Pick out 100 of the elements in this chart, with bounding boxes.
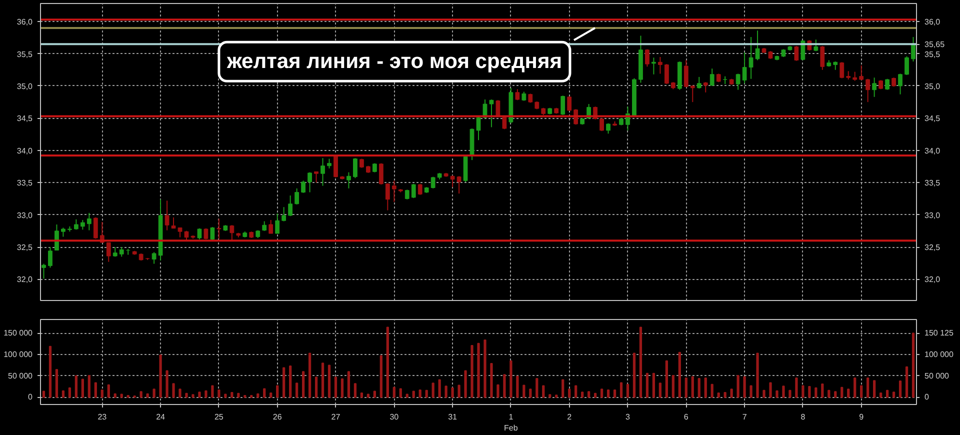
candlestick — [86, 212, 92, 231]
y-tick-label: 34,0 — [16, 146, 34, 156]
candlestick — [392, 180, 396, 202]
candlestick — [268, 219, 274, 234]
candlestick — [463, 156, 468, 182]
candlestick — [690, 84, 695, 103]
candlestick — [411, 183, 416, 199]
candlestick — [327, 158, 332, 169]
annotation: желтая линия - это моя средняя — [226, 50, 562, 74]
candlestick — [904, 56, 909, 76]
candlestick — [664, 64, 669, 85]
y-tick-label: 33,0 — [16, 210, 34, 220]
candlestick — [353, 158, 358, 179]
candlestick — [275, 213, 280, 234]
y-tick-label: 32,0 — [16, 275, 34, 284]
candlestick — [61, 227, 66, 238]
candlestick — [736, 73, 740, 90]
candlestick — [288, 194, 293, 217]
y2-tick-label: 35,65 — [924, 40, 946, 50]
y-tick-label: 0 — [28, 392, 34, 402]
candlestick — [755, 30, 760, 61]
x-tick-label: 27 — [331, 412, 341, 422]
y2-tick-label: 35,0 — [924, 82, 941, 91]
candlestick — [898, 73, 902, 95]
y2-tick-label: 34,5 — [924, 114, 941, 124]
y-tick-label: 50 000 — [8, 371, 34, 380]
x-tick-label: 26 — [272, 412, 282, 422]
candlestick — [684, 60, 688, 88]
candlestick — [314, 171, 318, 184]
candlestick — [658, 56, 662, 74]
candlestick — [301, 180, 306, 194]
y2-tick-label: 100 000 — [924, 350, 954, 360]
candlestick — [866, 78, 870, 103]
x-tick-label: 25 — [214, 412, 224, 422]
x-tick-label: 6 — [684, 412, 689, 422]
candlestick — [742, 52, 747, 84]
candlestick — [346, 172, 351, 189]
candlestick — [385, 182, 390, 211]
candlestick — [794, 46, 799, 62]
x-tick-label: 3 — [626, 412, 631, 422]
x-tick-label: 24 — [156, 412, 166, 422]
candlestick — [308, 172, 312, 193]
y2-tick-label: 35,5 — [924, 50, 941, 59]
candlestick — [696, 76, 702, 90]
y2-tick-label: 36,0 — [924, 18, 941, 27]
candlestick — [262, 220, 267, 232]
y-tick-label: 35,0 — [16, 82, 34, 91]
y2-tick-label: 34,0 — [924, 146, 941, 156]
y2-tick-label: 0 — [924, 392, 930, 402]
candlestick — [840, 62, 844, 79]
x-tick-label: 30 — [390, 412, 400, 422]
x-tick-label: 1 Feb — [504, 412, 518, 432]
candlestick — [852, 71, 858, 82]
candlestick — [378, 162, 384, 186]
candlestick — [42, 263, 46, 280]
candlestick — [748, 36, 754, 80]
y2-tick-label: 33,0 — [924, 210, 941, 220]
y-tick-label: 150 000 — [4, 328, 34, 338]
candlestick — [54, 224, 59, 251]
candlestick — [600, 118, 604, 132]
y-tick-label: 100 000 — [4, 350, 34, 360]
candlestick — [48, 246, 52, 268]
candlestick — [119, 246, 124, 258]
x-tick-label: 9 — [859, 412, 864, 422]
y2-tick-label: 150 125 — [924, 328, 954, 338]
candlestick — [210, 226, 215, 242]
x-tick-label: 8 — [800, 412, 806, 422]
y-tick-label: 33,5 — [16, 178, 34, 188]
y-tick-label: 36,0 — [16, 18, 34, 27]
candlestick — [106, 242, 111, 262]
candlestick — [294, 188, 300, 206]
x-tick-label: 7 — [742, 412, 748, 422]
candlestick — [152, 252, 156, 264]
candlestick — [703, 82, 708, 93]
candlestick — [560, 95, 566, 116]
candlestick — [645, 48, 650, 68]
candlestick — [230, 224, 234, 242]
x-tick-label: 2 — [567, 412, 572, 422]
candlestick — [320, 158, 325, 186]
candlestick — [164, 200, 170, 231]
candlestick — [652, 57, 656, 75]
y2-tick-label: 50 000 — [924, 371, 950, 380]
candlestick — [820, 46, 825, 70]
candlestick — [872, 77, 877, 98]
candlestick — [450, 175, 455, 188]
x-tick-label: 31 — [448, 412, 458, 422]
y-tick-label: 34,5 — [16, 114, 34, 124]
y-tick-label: 35,5 — [16, 50, 34, 59]
candlestick — [710, 68, 714, 86]
candlestick — [456, 176, 462, 194]
candlestick — [911, 36, 916, 62]
y2-tick-label: 33,5 — [924, 178, 941, 188]
candlestick — [404, 189, 410, 200]
candlestick — [282, 206, 286, 222]
candlestick — [489, 98, 494, 128]
y2-tick-label: 32,0 — [924, 275, 941, 284]
y-tick-label: 32,5 — [16, 243, 34, 252]
candlestick — [80, 219, 85, 230]
y2-tick-label: 32,5 — [924, 243, 941, 252]
candlestick — [522, 91, 526, 102]
